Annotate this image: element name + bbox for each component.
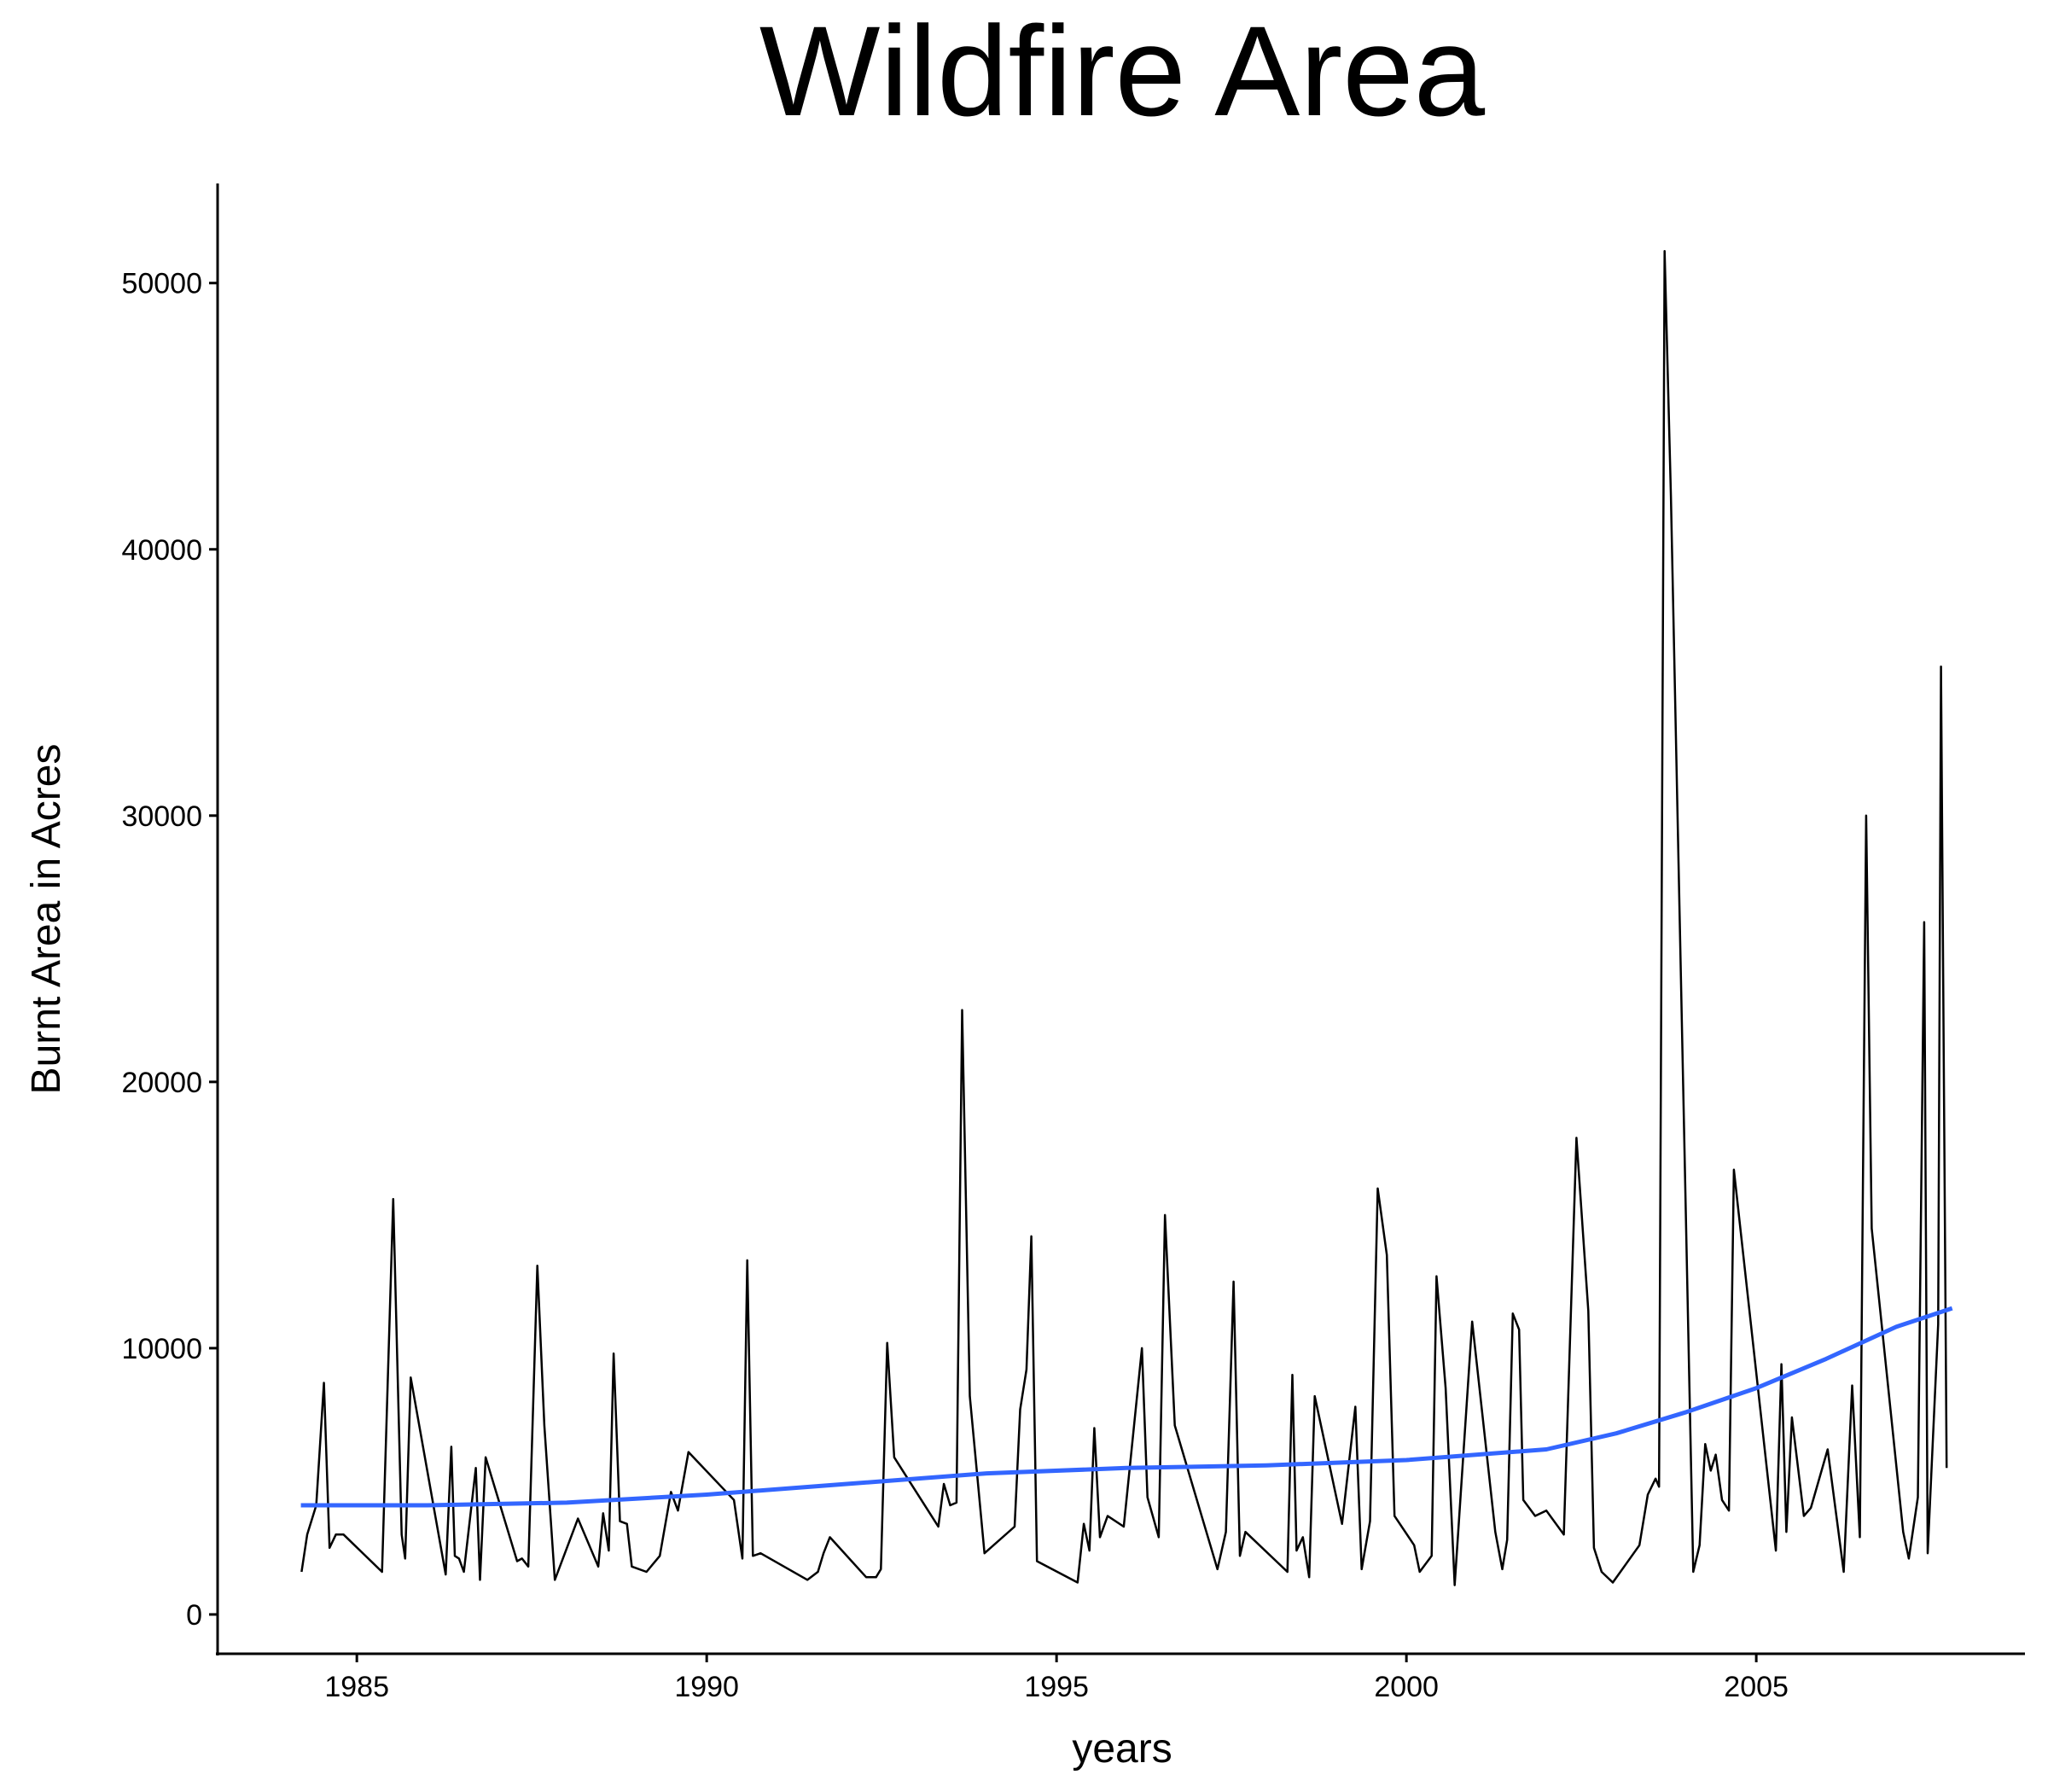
y-tick-label: 50000 [121, 268, 202, 300]
x-tick-label: 2000 [1374, 1671, 1439, 1703]
y-axis-label: Burnt Area in Acres [24, 744, 69, 1095]
line-series [300, 250, 1948, 1586]
y-tick-label: 10000 [121, 1333, 202, 1365]
x-tick-label: 1995 [1024, 1671, 1089, 1703]
y-tick-label: 40000 [121, 534, 202, 567]
y-tick-label: 30000 [121, 800, 202, 833]
y-tick-label: 0 [186, 1599, 202, 1632]
chart-title: Wildfire Area [759, 0, 1486, 143]
x-tick-label: 1985 [324, 1671, 389, 1703]
y-tick-label: 20000 [121, 1067, 202, 1099]
x-axis-label: years [1072, 1726, 1172, 1772]
x-tick-label: 1990 [674, 1671, 739, 1703]
x-tick-label: 2005 [1724, 1671, 1789, 1703]
line-series [300, 1306, 1953, 1508]
